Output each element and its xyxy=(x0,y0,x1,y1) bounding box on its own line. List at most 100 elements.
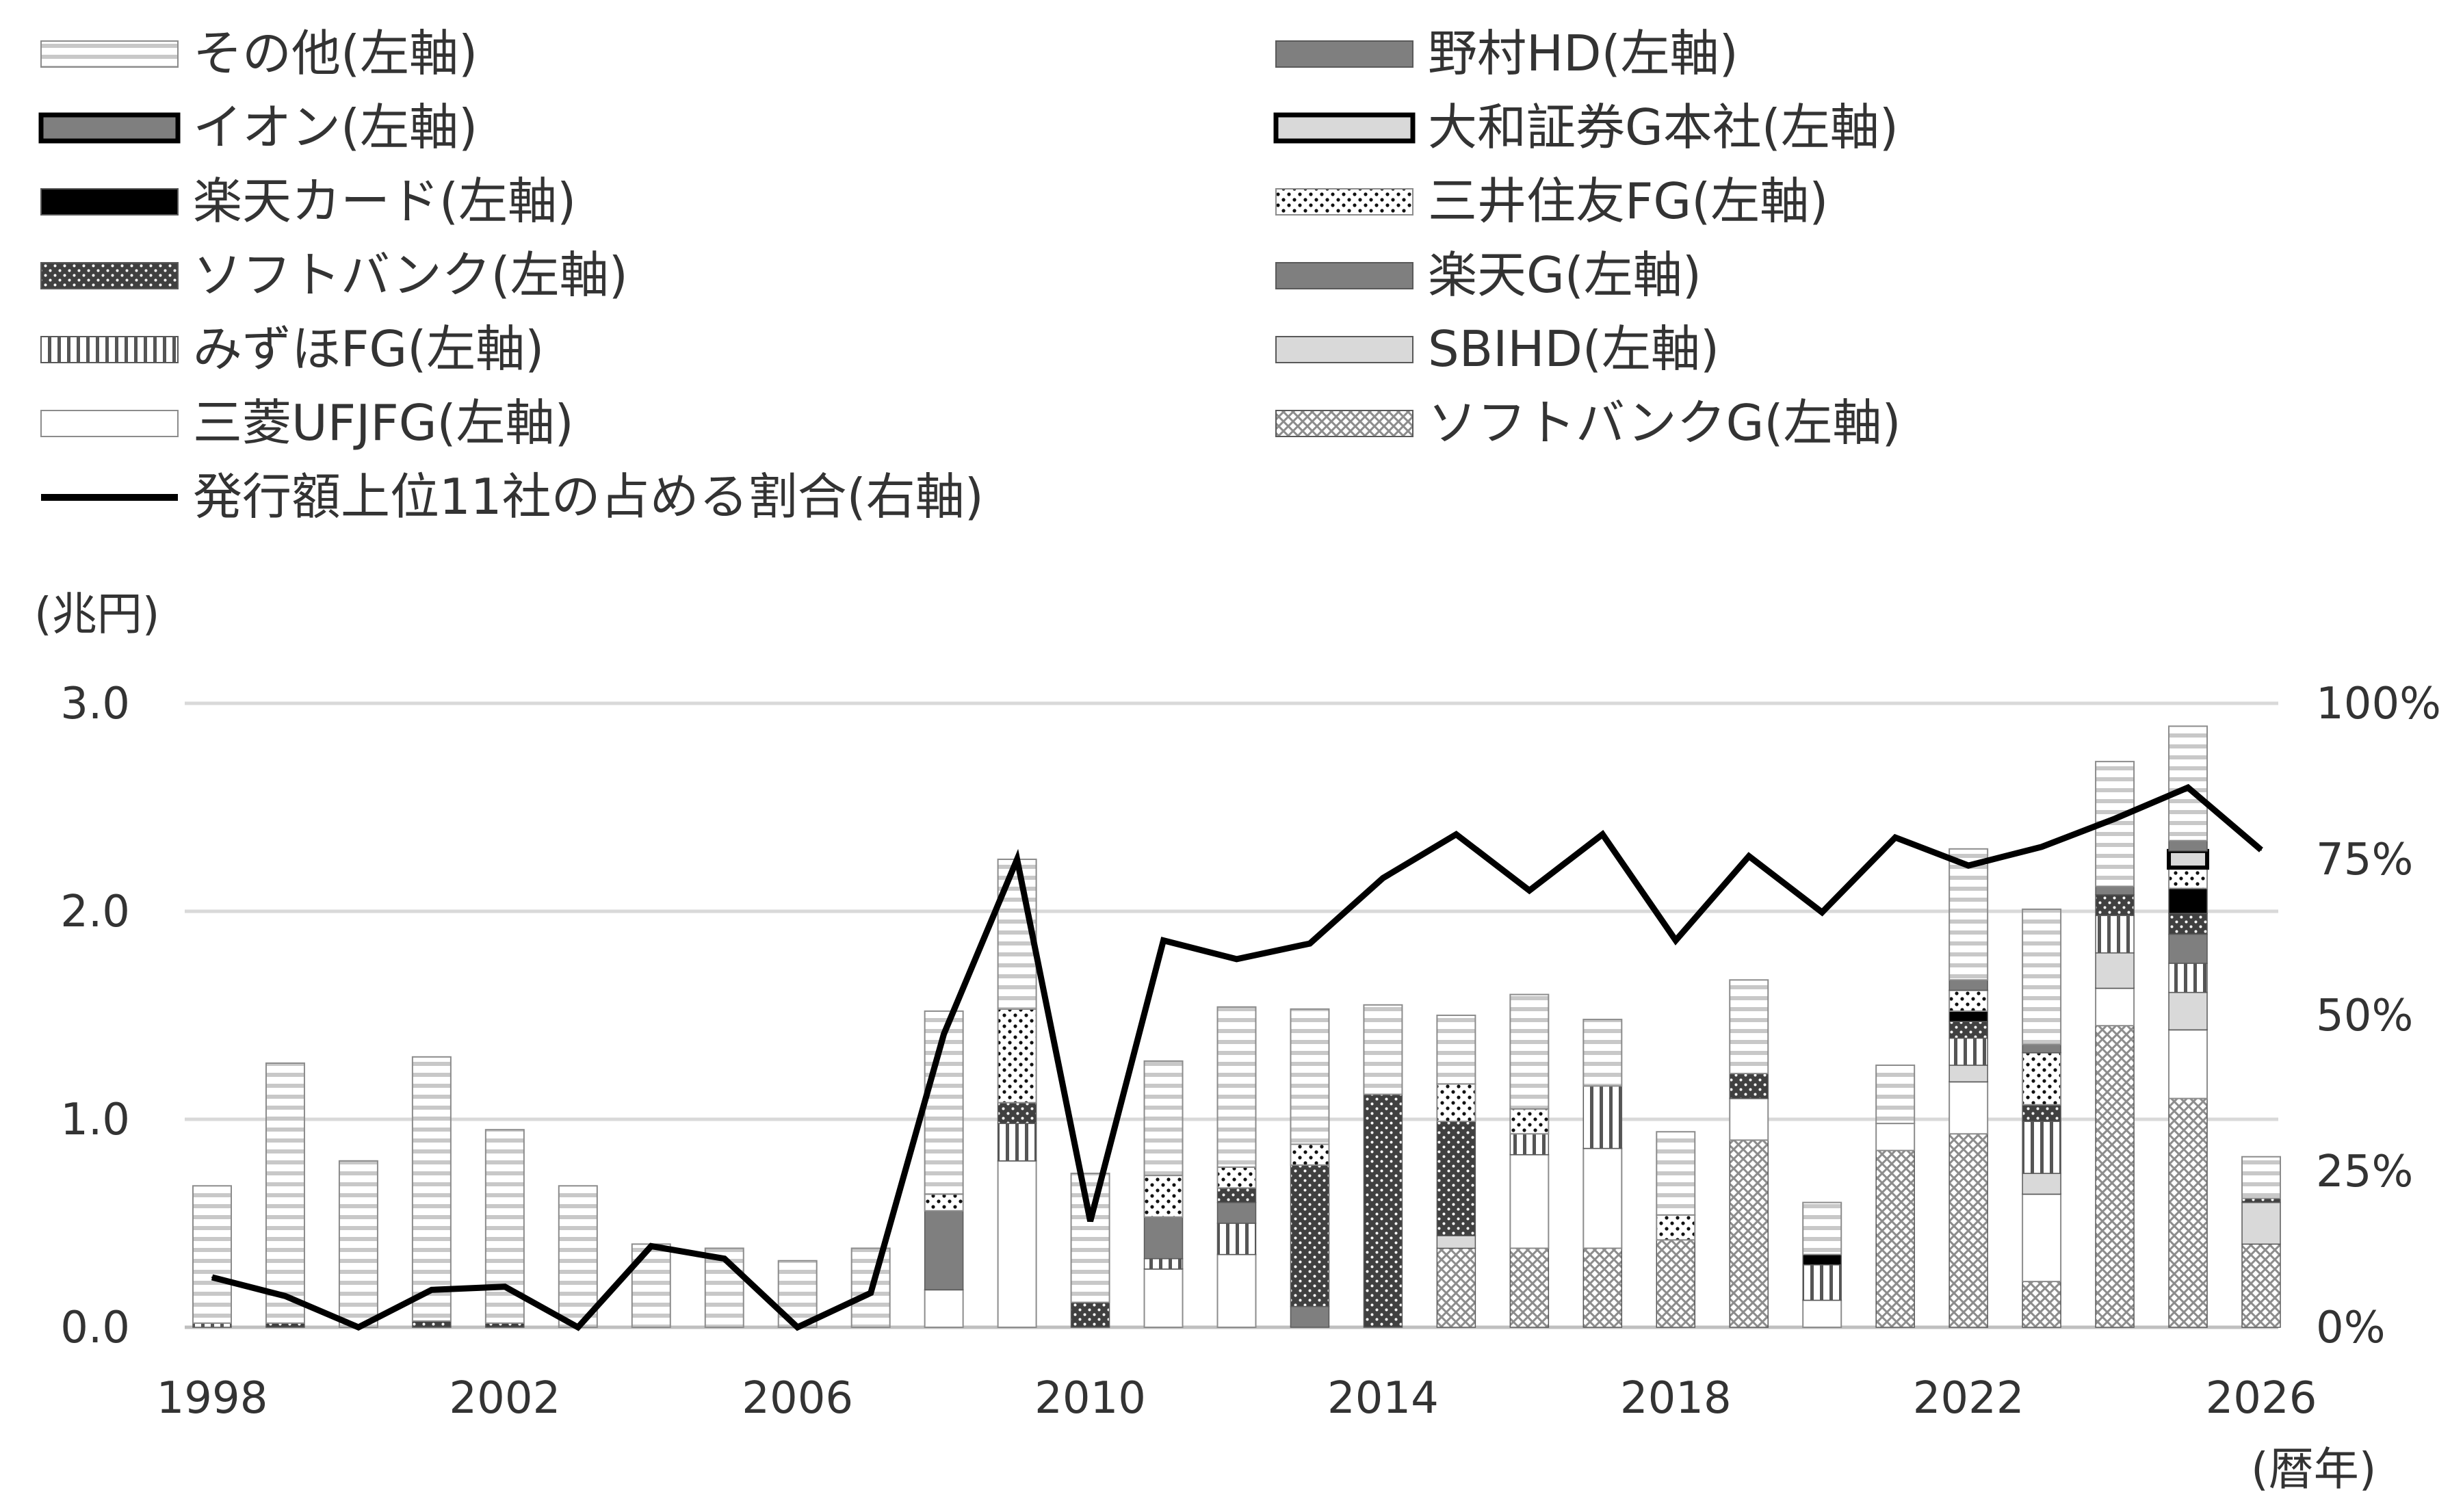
bar-segment-その他 xyxy=(2168,725,2208,842)
bar-segment-ソフトバンクg xyxy=(1949,1133,1988,1328)
bar-segment-みずほfg xyxy=(1582,1085,1623,1149)
legend-swatch xyxy=(38,112,181,144)
share-line-point xyxy=(2260,849,2262,851)
bar-segment-三菱ufjfg xyxy=(2168,1029,2208,1099)
legend-label: 楽天G(左軸) xyxy=(1428,246,1702,304)
bar-segment-みずほfg xyxy=(1949,1037,1988,1066)
x-tick-label: 2002 xyxy=(449,1373,560,1424)
legend-swatch xyxy=(1275,188,1413,216)
share-line-point xyxy=(1016,859,1018,860)
bar-segment-ソフトバンク xyxy=(997,1102,1037,1124)
share-line-point xyxy=(504,1286,506,1288)
bar-segment-その他 xyxy=(2022,908,2062,1045)
bar-segment-その他 xyxy=(1656,1131,1696,1216)
legend-swatch xyxy=(1275,40,1413,68)
bar-segment-野村hd xyxy=(2022,1043,2061,1054)
bar-segment-三井住友fg xyxy=(1509,1108,1550,1135)
share-line-point xyxy=(1455,833,1457,835)
bar-stack xyxy=(1875,1064,1916,1328)
bar-segment-三菱ufjfg xyxy=(1216,1253,1257,1328)
share-line-point xyxy=(1089,1220,1091,1222)
bar-segment-ソフトバンク xyxy=(1436,1121,1476,1236)
bar-segment-三菱ufjfg xyxy=(1582,1147,1623,1249)
share-line-point xyxy=(1748,855,1750,857)
bar-segment-みずほfg xyxy=(997,1123,1037,1162)
bar-segment-ソフトバンク xyxy=(1070,1301,1110,1328)
legend-swatch xyxy=(40,40,179,68)
share-line-point xyxy=(1309,943,1311,945)
bar-stack xyxy=(1582,1019,1623,1328)
bar-stack xyxy=(411,1056,452,1328)
bar-segment-sbihd xyxy=(2095,952,2135,989)
share-line-point xyxy=(870,1292,872,1294)
bar-segment-ソフトバンクg xyxy=(1656,1239,1696,1328)
bar-segment-みずほfg xyxy=(2168,963,2208,993)
bar-segment-sbihd xyxy=(1949,1065,1988,1083)
legend-label: 楽天カード(左軸) xyxy=(193,172,576,230)
share-line-point xyxy=(1602,833,1604,835)
bar-segment-ソフトバンクg xyxy=(2095,1025,2135,1328)
legend-label: 三井住友FG(左軸) xyxy=(1428,172,1828,230)
legend-swatch xyxy=(40,188,179,216)
bar-segment-三井住友fg xyxy=(1949,989,1989,1012)
share-line-point xyxy=(1675,939,1677,941)
bar-segment-ソフトバンク xyxy=(1216,1187,1257,1203)
x-unit-label: (暦年) xyxy=(2251,1443,2377,1496)
bar-segment-その他 xyxy=(1436,1015,1476,1085)
legend-item-イオン: イオン(左軸) xyxy=(38,99,478,156)
bar-segment-三菱ufjfg xyxy=(1509,1153,1550,1249)
bar-segment-ソフトバンク xyxy=(1949,1021,1988,1039)
bar-segment-ソフトバンク xyxy=(2095,894,2135,916)
share-line-point xyxy=(284,1295,286,1297)
bar-segment-その他 xyxy=(338,1160,378,1329)
bar-segment-その他 xyxy=(1363,1004,1403,1095)
bar-segment-その他 xyxy=(1290,1008,1330,1145)
bar-stack xyxy=(2022,908,2062,1328)
bar-segment-野村hd xyxy=(2168,839,2208,852)
share-line-point xyxy=(1162,939,1164,941)
bar-stack xyxy=(2241,1156,2281,1328)
legend: その他(左軸) 野村HD(左軸) イオン(左軸) 大和証券G本社(左軸) 楽天カード(左… xyxy=(38,25,1901,525)
bar-segment-三井住友fg xyxy=(997,1008,1037,1104)
bar-segment-ソフトバンク xyxy=(1729,1073,1769,1099)
bar-segment-ソフトバンクg xyxy=(1509,1247,1550,1328)
x-tick-label: 2014 xyxy=(1327,1373,1439,1424)
share-line-point xyxy=(796,1327,798,1328)
bar-segment-ソフトバンクg xyxy=(1436,1247,1476,1328)
bar-segment-三井住友fg xyxy=(1290,1143,1330,1166)
bar-segment-ソフトバンクg xyxy=(1582,1247,1623,1328)
legend-label: 大和証券G本社(左軸) xyxy=(1428,99,1899,156)
bar-stack xyxy=(1143,1060,1184,1329)
legend-label: イオン(左軸) xyxy=(193,99,478,156)
bars xyxy=(192,725,2281,1329)
axes: (兆円) (暦年) 0.0 1.0 2.0 3.0 0% 25% 50% 75% 100% 199… xyxy=(34,588,2441,1496)
bar-segment-楽天g xyxy=(1216,1201,1257,1224)
legend-swatch xyxy=(40,262,179,289)
bar-segment-sbihd xyxy=(1436,1235,1476,1249)
legend-label: SBIHD(左軸) xyxy=(1428,320,1719,378)
share-line-point xyxy=(1528,889,1530,891)
bar-segment-その他 xyxy=(1509,993,1550,1110)
bar-segment-sbihd xyxy=(2022,1173,2061,1195)
bar-segment-その他 xyxy=(1802,1201,1842,1255)
bar-segment-その他 xyxy=(1729,979,1769,1075)
bar-segment-三菱ufjfg xyxy=(924,1289,964,1329)
bar-segment-みずほfg xyxy=(1216,1223,1257,1255)
bar-stack xyxy=(338,1160,378,1329)
bar-segment-その他 xyxy=(2241,1156,2281,1199)
bar-segment-その他 xyxy=(1143,1060,1184,1177)
share-line-point xyxy=(2114,818,2116,820)
x-tick-label: 2026 xyxy=(2206,1373,2317,1424)
y-left-tick-label: 0.0 xyxy=(60,1303,130,1353)
share-line-point xyxy=(211,1277,213,1279)
bar-segment-みずほfg xyxy=(2022,1121,2061,1174)
bar-stack xyxy=(704,1247,744,1328)
legend-label: 三菱UFJFG(左軸) xyxy=(193,394,574,452)
bar-segment-みずほfg xyxy=(1143,1257,1184,1270)
legend-label: その他(左軸) xyxy=(193,25,478,82)
bar-stack xyxy=(1656,1131,1696,1328)
x-tick-label: 2018 xyxy=(1620,1373,1732,1424)
y-left-tick-label: 1.0 xyxy=(60,1095,130,1145)
bar-stack xyxy=(1070,1173,1110,1328)
y-right-tick-label: 50% xyxy=(2316,991,2413,1041)
